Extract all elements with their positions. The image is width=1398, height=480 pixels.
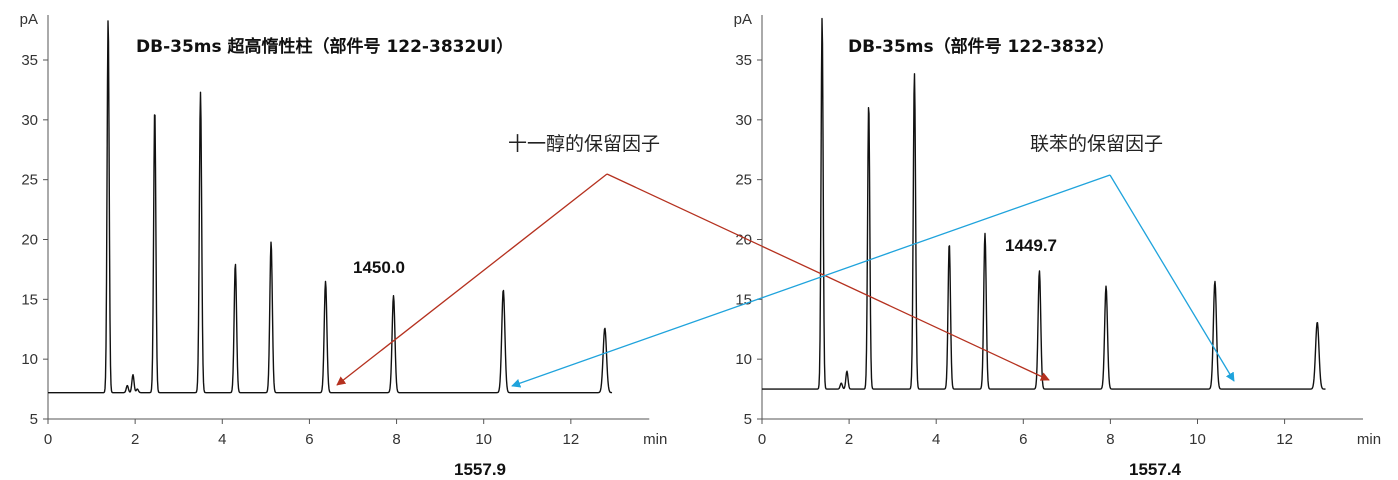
biphenyl-arrow-left	[511, 174, 1111, 388]
x-tick-label: 12	[1276, 431, 1293, 448]
undecanol-arrow-right	[606, 173, 1050, 381]
x-tick-label: 8	[1106, 431, 1114, 448]
y-tick-label: 25	[21, 172, 38, 189]
retention-index-label: 1557.4	[1129, 460, 1182, 479]
x-tick-label: 0	[758, 431, 766, 448]
y-axis-label: pA	[734, 11, 752, 28]
x-axis-label: min	[1357, 431, 1381, 448]
x-tick-label: 10	[1189, 431, 1206, 448]
chart-panel-1: 5 10 15 20 25 30 35 0 2 4 6 8 10 12 pA min DB-35ms 超高惰性柱…	[20, 11, 668, 479]
x-tick-label: 4	[218, 431, 226, 448]
y-tick-label: 15	[735, 291, 752, 308]
y-tick-label: 5	[30, 411, 38, 428]
y-axis-label: pA	[20, 11, 38, 28]
undecanol-annotation: 十一醇的保留因子	[508, 133, 660, 155]
annotations: 十一醇的保留因子 联苯的保留因子	[336, 133, 1235, 388]
undecanol-arrow-left	[336, 173, 608, 386]
y-tick-label: 30	[21, 112, 38, 129]
x-tick-label: 4	[932, 431, 940, 448]
x-tick-label: 10	[475, 431, 492, 448]
retention-index-label: 1450.0	[353, 258, 405, 277]
chromatogram-trace	[47, 20, 613, 394]
y-tick-label: 20	[21, 232, 38, 249]
y-tick-label: 35	[21, 52, 38, 69]
y-tick-label: 15	[21, 291, 38, 308]
x-tick-label: 12	[562, 431, 579, 448]
chromatogram-trace	[761, 17, 1326, 390]
panel-title: DB-35ms（部件号 122-3832）	[848, 36, 1114, 57]
x-tick-label: 6	[1019, 431, 1027, 448]
y-tick-label: 25	[735, 172, 752, 189]
x-tick-label: 8	[392, 431, 400, 448]
y-tick-label: 35	[735, 52, 752, 69]
x-tick-label: 6	[305, 431, 313, 448]
biphenyl-arrow-right	[1109, 174, 1235, 382]
x-tick-label: 2	[845, 431, 853, 448]
retention-index-label: 1449.7	[1005, 236, 1057, 255]
biphenyl-annotation: 联苯的保留因子	[1030, 133, 1163, 155]
retention-index-label: 1557.9	[454, 460, 506, 479]
x-axis-label: min	[643, 431, 667, 448]
y-tick-label: 30	[735, 112, 752, 129]
y-tick-label: 5	[744, 411, 752, 428]
x-tick-label: 0	[44, 431, 52, 448]
y-tick-label: 10	[21, 351, 38, 368]
panel-title: DB-35ms 超高惰性柱（部件号 122-3832UI）	[136, 36, 513, 57]
x-tick-label: 2	[131, 431, 139, 448]
y-tick-label: 10	[735, 351, 752, 368]
